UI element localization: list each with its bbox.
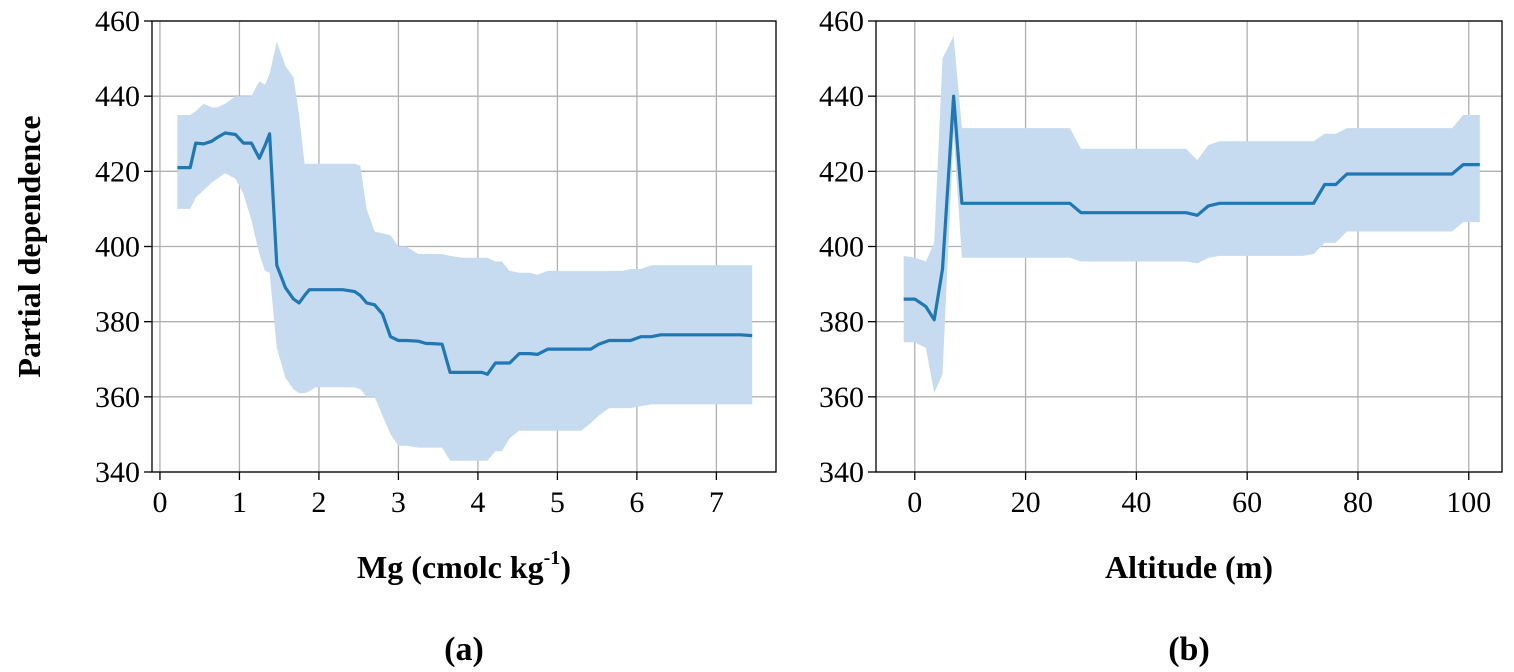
panel-a-xlabel-superscript: -1 (544, 547, 561, 569)
panel-a: 0 1 2 3 4 5 6 7 340 360 380 400 420 440 460 Partial de… (11, 5, 777, 668)
panel-b-ticks: 0 20 40 60 80 100 340 360 380 400 420 440 460 (819, 5, 1491, 519)
panel-a-ytick-label-460: 460 (95, 5, 140, 38)
panel-a-xlabel-main: Mg (cmolc kg (357, 549, 544, 585)
panel-a-xtick-label-2: 2 (311, 486, 326, 519)
panel-a-xtick-label-3: 3 (391, 486, 406, 519)
panel-a-xtick-label-1: 1 (232, 486, 247, 519)
panel-b-ytick-label-380: 380 (819, 306, 864, 339)
panel-b-ytick-label-460: 460 (819, 5, 864, 38)
panel-a-xlabel: Mg (cmolc kg-1) (357, 547, 571, 585)
panel-a-xlabel-close: ) (560, 549, 571, 585)
panel-a-xtick-label-4: 4 (470, 486, 485, 519)
panel-b-xtick-label-80: 80 (1343, 486, 1373, 519)
panel-a-ytick-label-440: 440 (95, 80, 140, 113)
panel-a-ylabel: Partial dependence (11, 115, 47, 377)
panel-a-ytick-label-340: 340 (95, 456, 140, 489)
panel-a-grid (152, 20, 776, 473)
panel-b-ytick-label-360: 360 (819, 381, 864, 414)
panel-b-ytick-label-440: 440 (819, 80, 864, 113)
panel-b-ytick-label-340: 340 (819, 456, 864, 489)
panel-b-ytick-label-420: 420 (819, 155, 864, 188)
panel-a-xtick-label-5: 5 (550, 486, 565, 519)
panel-a-partial-dependence-line (177, 131, 753, 376)
panel-b-partial-dependence-line (903, 94, 1480, 322)
panel-b-ytick-label-400: 400 (819, 231, 864, 264)
panel-b-xtick-label-0: 0 (907, 486, 922, 519)
panel-a-confidence-band (177, 41, 753, 461)
panel-b-xtick-label-60: 60 (1232, 486, 1262, 519)
panel-b-xtick-label-100: 100 (1446, 486, 1491, 519)
panel-a-ytick-label-400: 400 (95, 231, 140, 264)
panel-b: 0 20 40 60 80 100 340 360 380 400 420 440 460 Altitu… (819, 5, 1503, 668)
panel-a-ytick-label-420: 420 (95, 155, 140, 188)
panel-a-xtick-label-0: 0 (152, 486, 167, 519)
panel-b-xtick-label-40: 40 (1121, 486, 1151, 519)
panel-a-xtick-label-7: 7 (709, 486, 724, 519)
panel-b-xtick-label-20: 20 (1011, 486, 1041, 519)
panel-b-label: (b) (1168, 631, 1210, 668)
panel-a-ytick-label-380: 380 (95, 306, 140, 339)
panel-a-xtick-label-6: 6 (629, 486, 644, 519)
panel-a-ticks: 0 1 2 3 4 5 6 7 340 360 380 400 420 440 460 (95, 5, 724, 519)
panel-a-ytick-label-360: 360 (95, 381, 140, 414)
panel-b-xlabel: Altitude (m) (1105, 549, 1273, 585)
panel-a-label: (a) (444, 631, 484, 668)
